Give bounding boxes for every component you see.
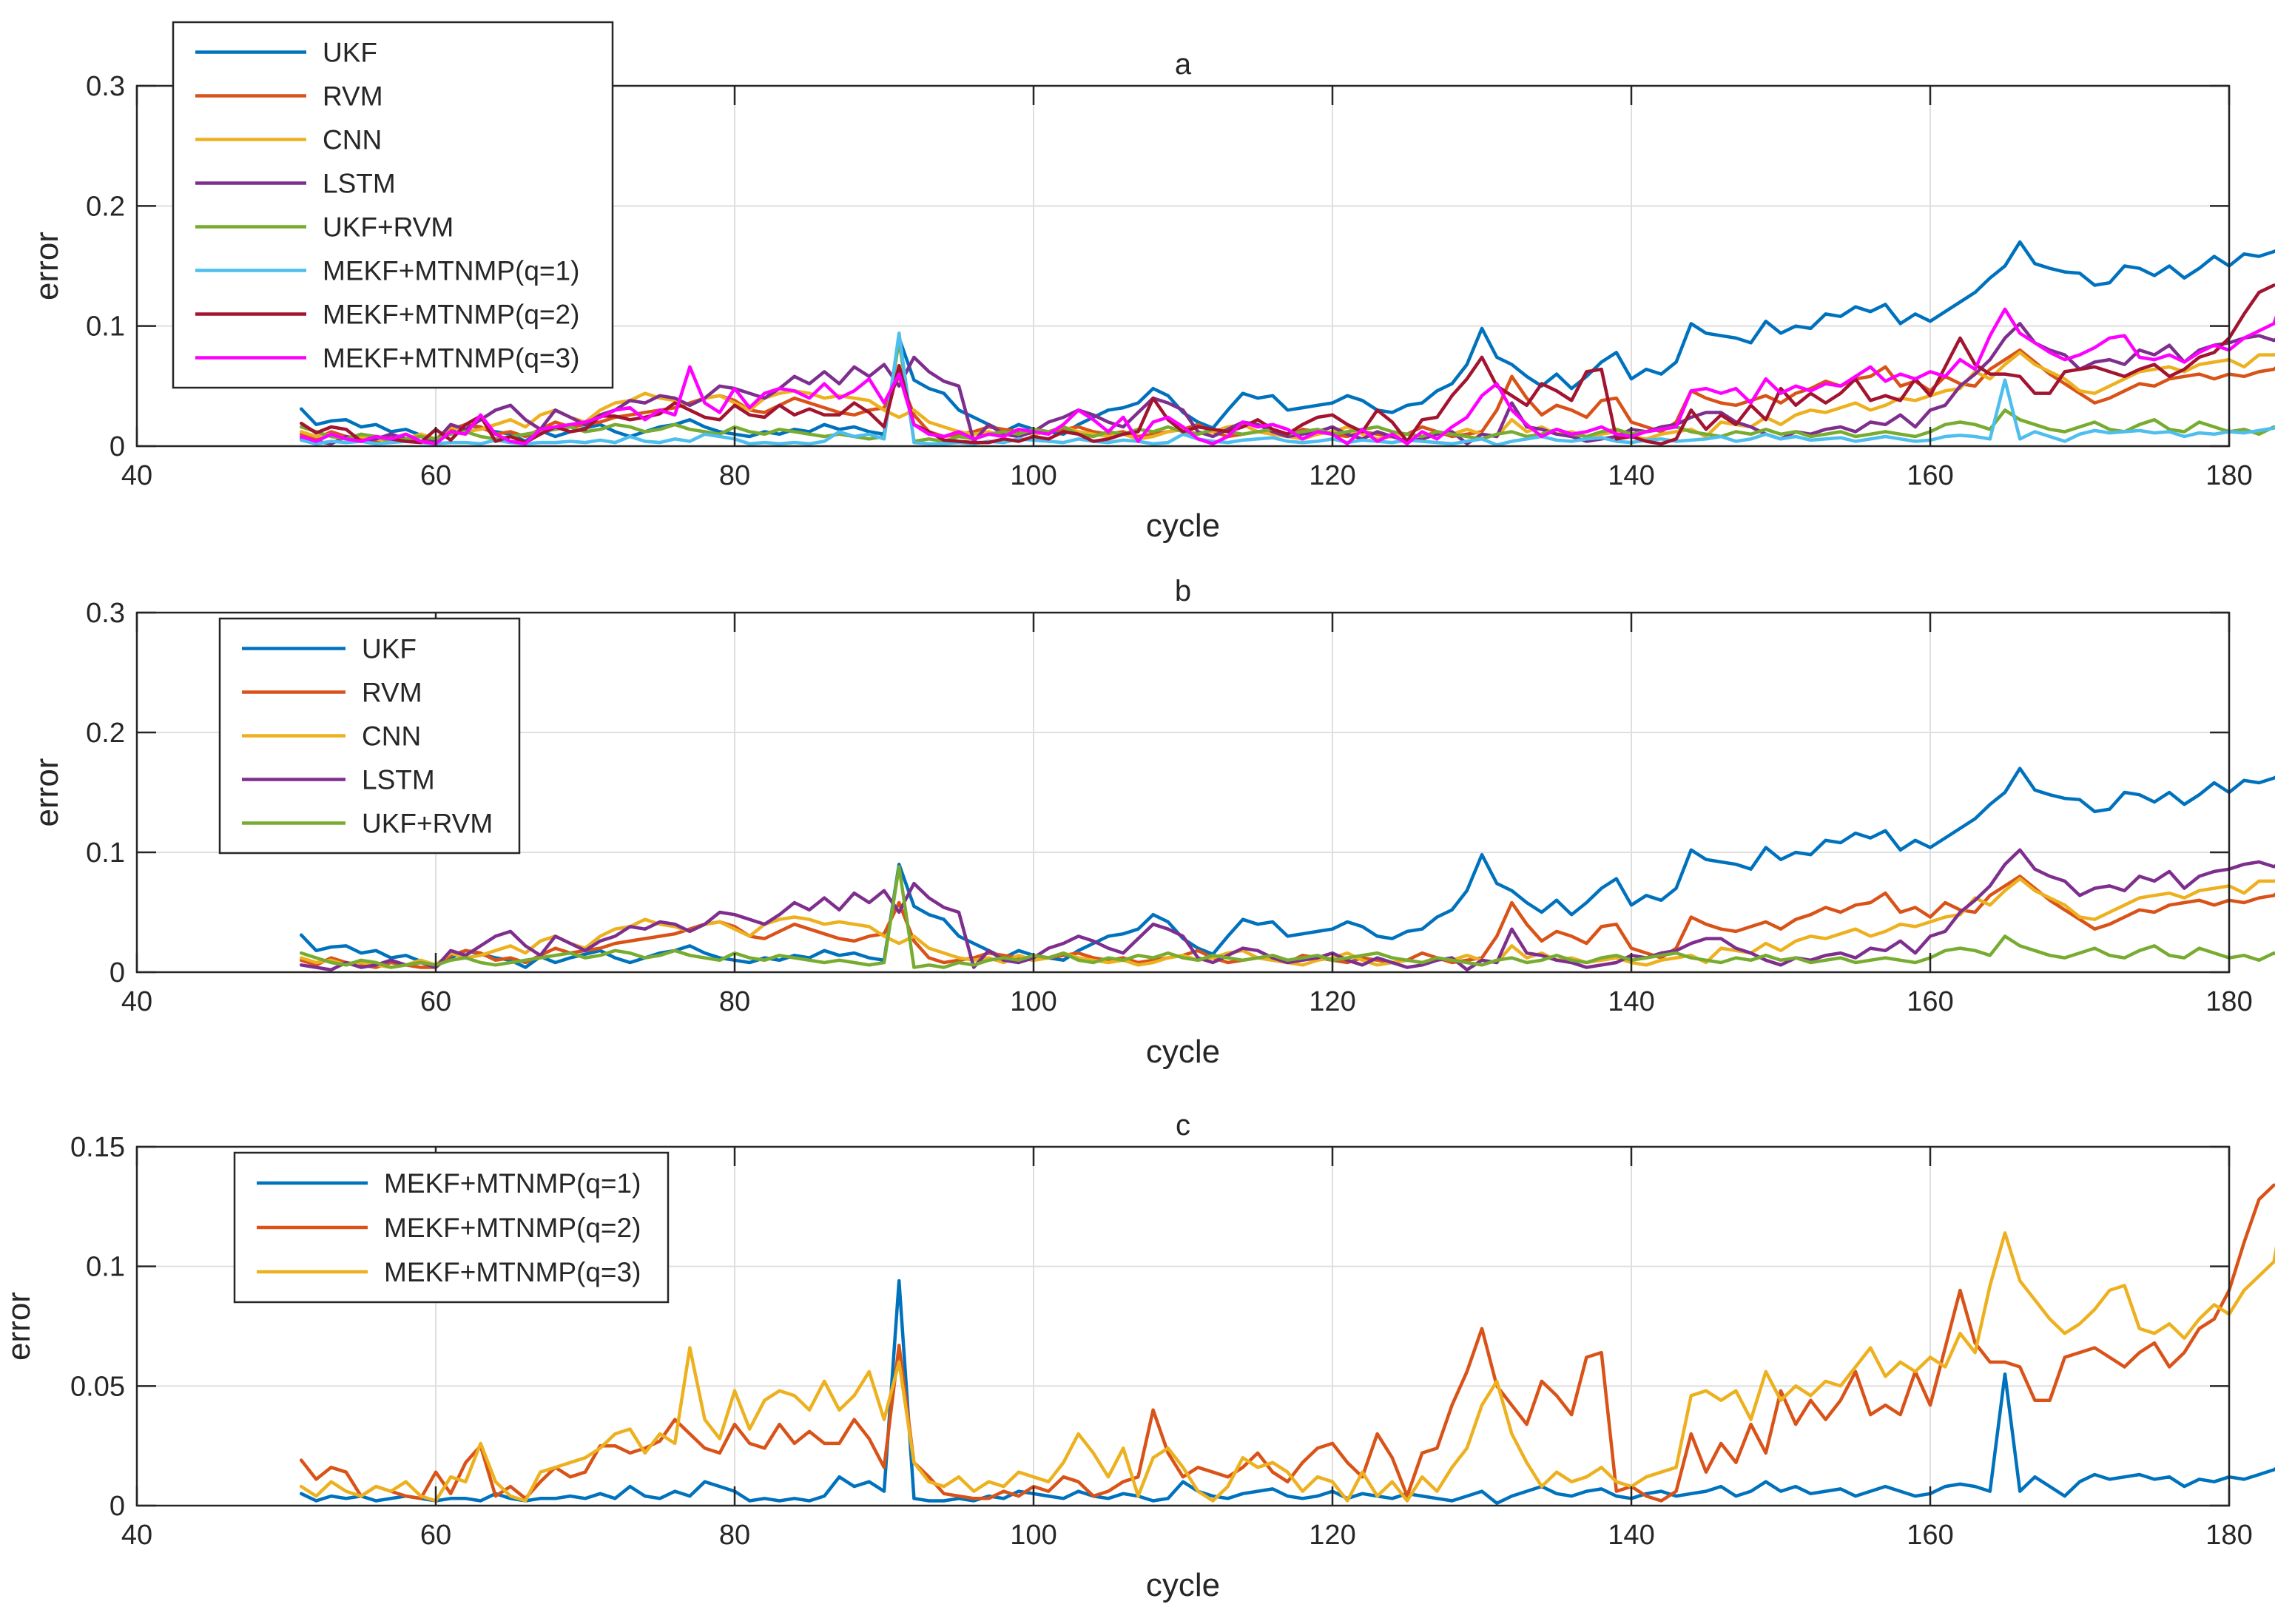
x-tick-label: 120 bbox=[1309, 986, 1355, 1017]
series-line-ukf bbox=[299, 240, 2275, 443]
x-tick-label: 100 bbox=[1010, 1520, 1056, 1551]
x-tick-label: 180 bbox=[2205, 1520, 2252, 1551]
series-line-mekf-mtnmp-q-1- bbox=[299, 1278, 2275, 1506]
x-tick-label: 140 bbox=[1608, 986, 1654, 1017]
legend-label-mekf-mtnmp-q-2-: MEKF+MTNMP(q=2) bbox=[384, 1213, 641, 1243]
legend-label-lstm: LSTM bbox=[362, 765, 435, 795]
y-tick-label: 0.1 bbox=[86, 311, 125, 343]
y-axis-label: error bbox=[29, 758, 65, 827]
legend-label-mekf-mtnmp-q-2-: MEKF+MTNMP(q=2) bbox=[323, 300, 579, 330]
x-tick-label: 80 bbox=[719, 986, 750, 1017]
chart-panel-c: 40 60 80 100 120 140 160 180 0 0.05 0.1 0.15 c cycle e… bbox=[1, 1109, 2275, 1603]
y-tick-label: 0 bbox=[109, 957, 125, 988]
legend-label-cnn: CNN bbox=[362, 721, 421, 752]
series-line-mekf-mtnmp-q-3- bbox=[299, 307, 2275, 446]
y-tick-label: 0 bbox=[109, 1491, 125, 1522]
y-tick-label: 0.1 bbox=[86, 1252, 125, 1283]
chart-title: c bbox=[1176, 1109, 1190, 1142]
legend-label-rvm: RVM bbox=[362, 678, 422, 708]
legend-label-rvm: RVM bbox=[323, 81, 383, 112]
series-line-ukf-rvm bbox=[299, 865, 2275, 969]
legend-label-mekf-mtnmp-q-1-: MEKF+MTNMP(q=1) bbox=[323, 256, 579, 286]
legend-label-cnn: CNN bbox=[323, 125, 382, 155]
series-line-mekf-mtnmp-q-3- bbox=[299, 1231, 2275, 1503]
x-tick-label: 40 bbox=[121, 986, 152, 1017]
series-line-lstm bbox=[299, 848, 2275, 972]
axes-frame bbox=[135, 1145, 2231, 1507]
series-line-ukf-rvm bbox=[299, 338, 2275, 443]
legend-label-ukf: UKF bbox=[323, 38, 377, 68]
chart-title: b bbox=[1175, 575, 1191, 607]
series-line-mekf-mtnmp-q-1- bbox=[299, 331, 2275, 447]
legend-label-mekf-mtnmp-q-3-: MEKF+MTNMP(q=3) bbox=[323, 343, 579, 374]
y-tick-label: 0 bbox=[109, 431, 125, 462]
x-axis-label: cycle bbox=[1146, 1034, 1220, 1070]
x-tick-label: 40 bbox=[121, 1520, 152, 1551]
legend-box bbox=[172, 21, 614, 389]
x-tick-label: 80 bbox=[719, 1520, 750, 1551]
x-tick-label: 80 bbox=[719, 460, 750, 491]
x-tick-label: 60 bbox=[420, 460, 451, 491]
chart-panel-b: 40 60 80 100 120 140 160 180 0 0.1 0.2 0.3 b cycle err… bbox=[29, 575, 2275, 1070]
x-axis-label: cycle bbox=[1146, 508, 1220, 544]
y-tick-label: 0.2 bbox=[86, 718, 125, 749]
y-tick-label: 0.2 bbox=[86, 191, 125, 222]
chart-title: a bbox=[1175, 48, 1192, 81]
legend: UKF RVM CNN LSTM UKF+RVM bbox=[218, 617, 521, 855]
x-tick-label: 120 bbox=[1309, 460, 1355, 491]
y-tick-label: 0.3 bbox=[86, 598, 125, 629]
x-tick-label: 140 bbox=[1608, 1520, 1654, 1551]
legend: MEKF+MTNMP(q=1) MEKF+MTNMP(q=2) MEKF+MTNMP… bbox=[233, 1151, 670, 1304]
x-tick-label: 160 bbox=[1907, 986, 1953, 1017]
legend-label-lstm: LSTM bbox=[323, 169, 396, 199]
x-tick-label: 60 bbox=[420, 1520, 451, 1551]
axes-frame bbox=[135, 611, 2231, 974]
series-line-mekf-mtnmp-q-2- bbox=[299, 283, 2275, 446]
x-tick-label: 120 bbox=[1309, 1520, 1355, 1551]
legend-label-ukf-rvm: UKF+RVM bbox=[362, 809, 493, 839]
x-tick-label: 100 bbox=[1010, 986, 1056, 1017]
x-tick-label: 100 bbox=[1010, 460, 1056, 491]
legend-label-mekf-mtnmp-q-1-: MEKF+MTNMP(q=1) bbox=[384, 1168, 641, 1199]
x-tick-label: 60 bbox=[420, 986, 451, 1017]
x-tick-label: 160 bbox=[1907, 1520, 1953, 1551]
legend-label-ukf: UKF bbox=[362, 634, 417, 664]
x-tick-label: 180 bbox=[2205, 986, 2252, 1017]
x-axis-label: cycle bbox=[1146, 1567, 1220, 1603]
chart-panel-a: 40 60 80 100 120 140 160 180 0 0.1 0.2 0.3 a cycle err… bbox=[29, 21, 2275, 544]
x-tick-label: 160 bbox=[1907, 460, 1953, 491]
series-line-ukf bbox=[299, 766, 2275, 969]
legend-label-mekf-mtnmp-q-3-: MEKF+MTNMP(q=3) bbox=[384, 1257, 641, 1287]
x-tick-label: 180 bbox=[2205, 460, 2252, 491]
y-tick-label: 0.3 bbox=[86, 71, 125, 102]
legend: UKF RVM CNN LSTM UKF+RVM MEKF+MTNMP(q=1) MEKF+… bbox=[172, 21, 614, 389]
legend-label-ukf-rvm: UKF+RVM bbox=[323, 212, 454, 243]
x-tick-label: 40 bbox=[121, 460, 152, 491]
series-line-mekf-mtnmp-q-2- bbox=[299, 1183, 2275, 1503]
axes-frame bbox=[135, 84, 2231, 448]
y-tick-label: 0.15 bbox=[70, 1132, 125, 1163]
y-axis-label: error bbox=[29, 232, 65, 300]
y-tick-label: 0.05 bbox=[70, 1371, 125, 1402]
y-axis-label: error bbox=[1, 1292, 37, 1361]
series-line-lstm bbox=[299, 322, 2275, 446]
y-tick-label: 0.1 bbox=[86, 838, 125, 869]
x-tick-label: 140 bbox=[1608, 460, 1654, 491]
